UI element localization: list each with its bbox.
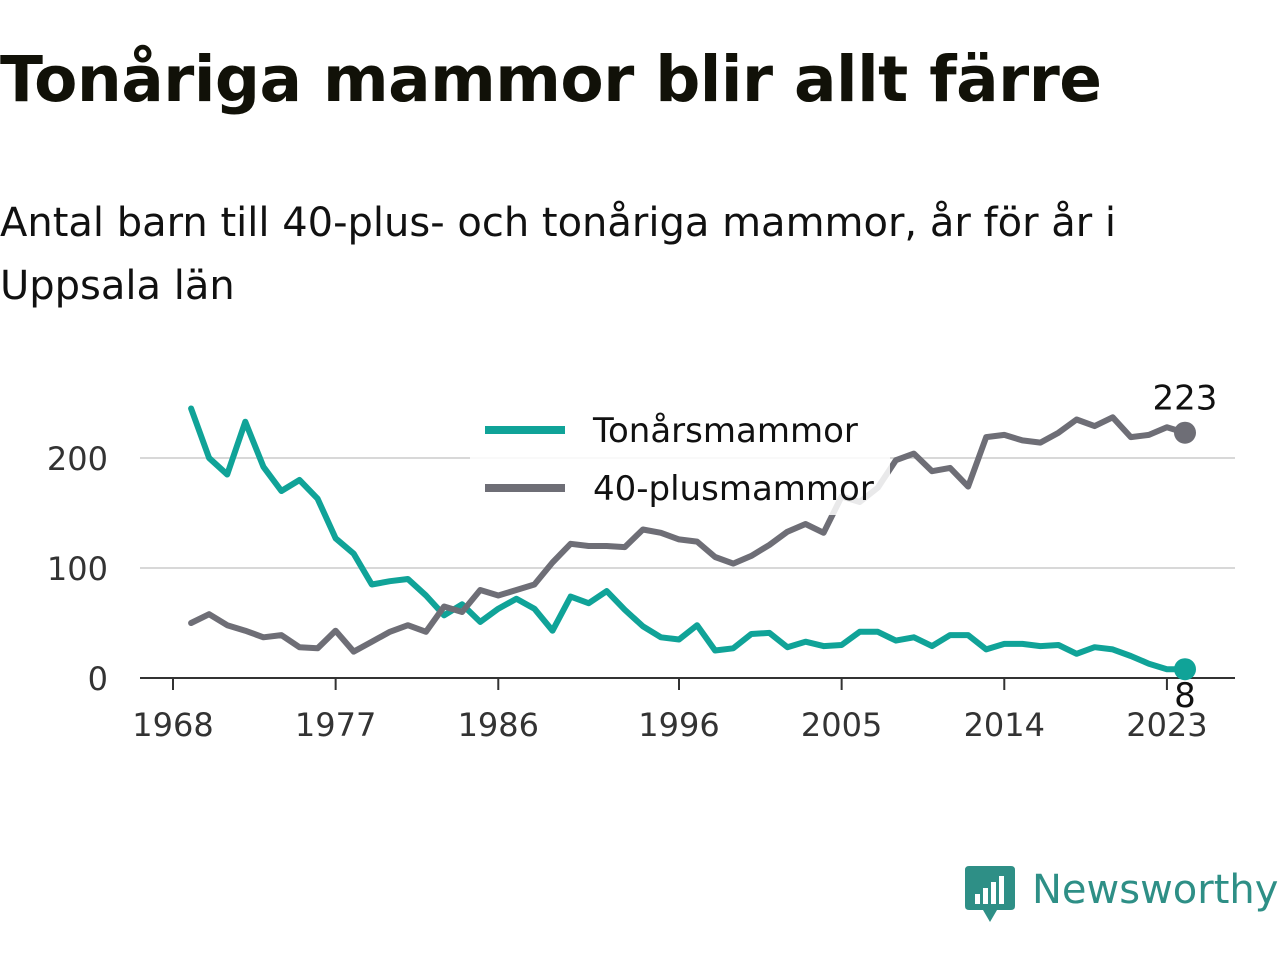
brand: Newsworthy — [965, 866, 1278, 922]
end-point-marker — [1174, 421, 1196, 444]
y-tick-label: 0 — [88, 660, 108, 698]
series-line-40-plusmammor — [188, 414, 1188, 655]
x-tick-label: 1986 — [458, 706, 539, 744]
chart-subtitle: Antal barn till 40-plus- och tonåriga ma… — [0, 200, 1117, 309]
y-axis: 0 100 200 — [47, 440, 108, 698]
x-tick-label: 1977 — [295, 706, 376, 744]
y-tick-label: 100 — [47, 550, 108, 588]
x-tick-label: 2014 — [964, 706, 1045, 744]
brand-name: Newsworthy — [1032, 867, 1278, 913]
legend-label: 40-plusmammor — [593, 469, 874, 509]
legend: Tonårsmammor 40-plusmammor — [470, 395, 890, 515]
newsworthy-logo-icon — [965, 866, 1015, 922]
end-labels: 8 223 — [1153, 379, 1218, 717]
y-tick-label: 200 — [47, 440, 108, 478]
x-tick-label: 2023 — [1126, 706, 1207, 744]
chart-title: Tonåriga mammor blir allt färre — [0, 43, 1102, 116]
x-tick-label: 1968 — [132, 706, 213, 744]
series-lines — [188, 405, 1188, 673]
end-point-marker — [1174, 658, 1196, 681]
end-value-label: 223 — [1153, 379, 1218, 419]
x-tick-label: 1996 — [638, 706, 719, 744]
x-axis: 1968 1977 1986 1996 2005 2014 2023 — [132, 677, 1235, 744]
series-line-tonarsmammor — [188, 405, 1188, 673]
legend-background — [470, 395, 890, 515]
legend-label: Tonårsmammor — [592, 411, 858, 451]
x-tick-label: 2005 — [801, 706, 882, 744]
end-value-label: 8 — [1174, 676, 1196, 716]
